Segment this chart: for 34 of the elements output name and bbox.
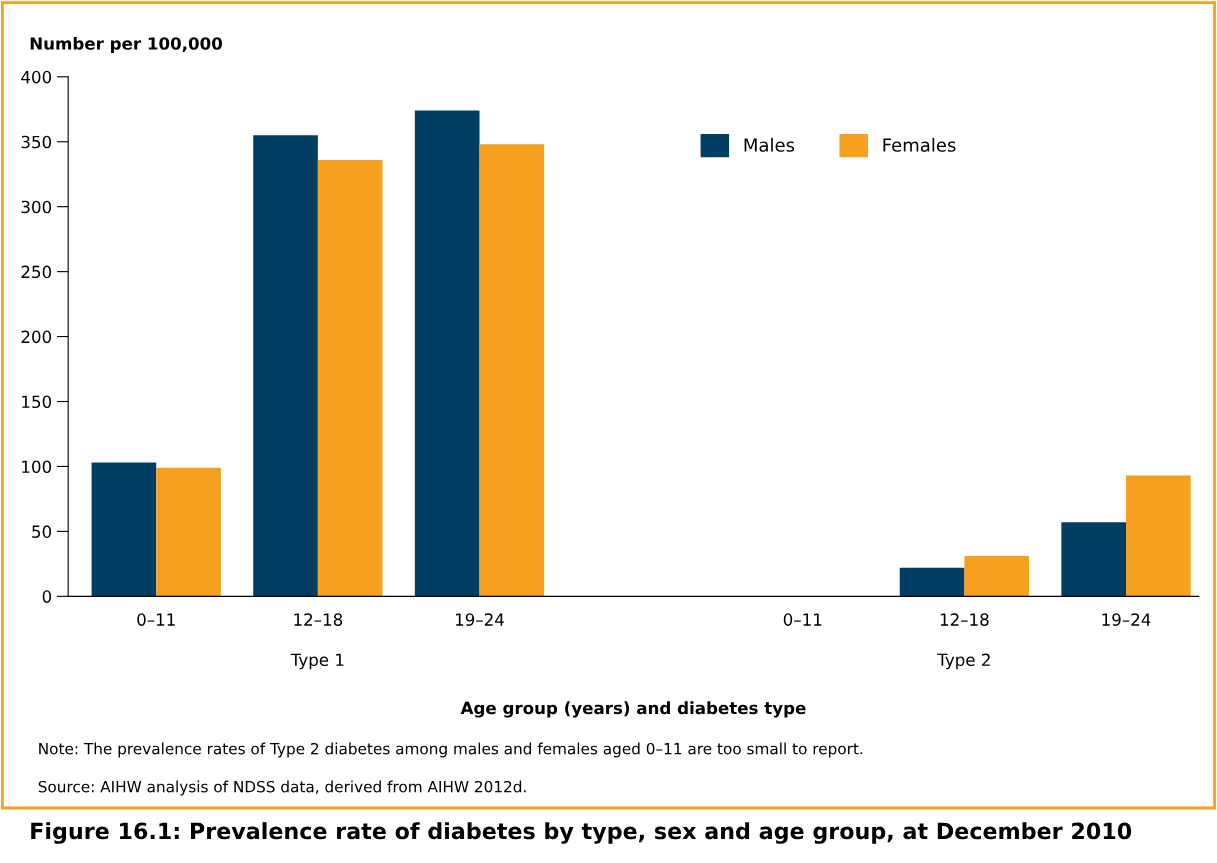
y-tick-label: 300 bbox=[21, 200, 52, 214]
x-tick-label: 0–11 bbox=[783, 613, 822, 626]
x-tick-label: 19–24 bbox=[1102, 613, 1151, 626]
legend-label: Males bbox=[744, 137, 795, 152]
y-axis-title: Number per 100,000 bbox=[30, 36, 223, 54]
bar bbox=[1126, 475, 1191, 597]
y-tick-label: 150 bbox=[22, 395, 52, 409]
bar bbox=[964, 556, 1030, 597]
y-tick-label: 350 bbox=[21, 135, 52, 149]
text: Type 2 bbox=[937, 653, 990, 670]
x-tick-label: 0–11 bbox=[137, 613, 175, 626]
bar bbox=[91, 462, 157, 597]
y-tick-label: 0 bbox=[42, 590, 52, 603]
x-axis-title: Age group (years) and diabetes type bbox=[460, 701, 806, 718]
legend-label: Females bbox=[883, 137, 956, 152]
bar bbox=[414, 110, 480, 597]
text: Note: The prevalence rates of Type 2 diabetes among males and females aged 0–11 are too small to report. bbox=[39, 742, 863, 758]
x-tick-label: 12–18 bbox=[940, 613, 989, 626]
y-tick-label: 200 bbox=[21, 330, 52, 344]
bar bbox=[253, 135, 318, 597]
bar bbox=[479, 144, 545, 597]
text: Figure 16.1: Prevalence rate of diabetes by type, sex and age group, at December 2010 bbox=[31, 822, 1132, 844]
y-tick-label: 100 bbox=[22, 460, 52, 474]
bar bbox=[899, 567, 965, 597]
bar bbox=[1061, 522, 1127, 597]
y-tick-label: 250 bbox=[21, 265, 52, 279]
y-tick-label: 50 bbox=[32, 525, 52, 538]
y-tick-label: 400 bbox=[21, 70, 52, 84]
source-note: Source: AIHW analysis of NDSS data, derived from AIHW 2012d. bbox=[38, 780, 526, 796]
x-tick-label: 19–24 bbox=[455, 613, 504, 626]
x-tick-label: 12–18 bbox=[294, 613, 343, 626]
text: Type 1 bbox=[290, 653, 344, 670]
bar bbox=[317, 159, 383, 597]
bar bbox=[156, 467, 221, 597]
